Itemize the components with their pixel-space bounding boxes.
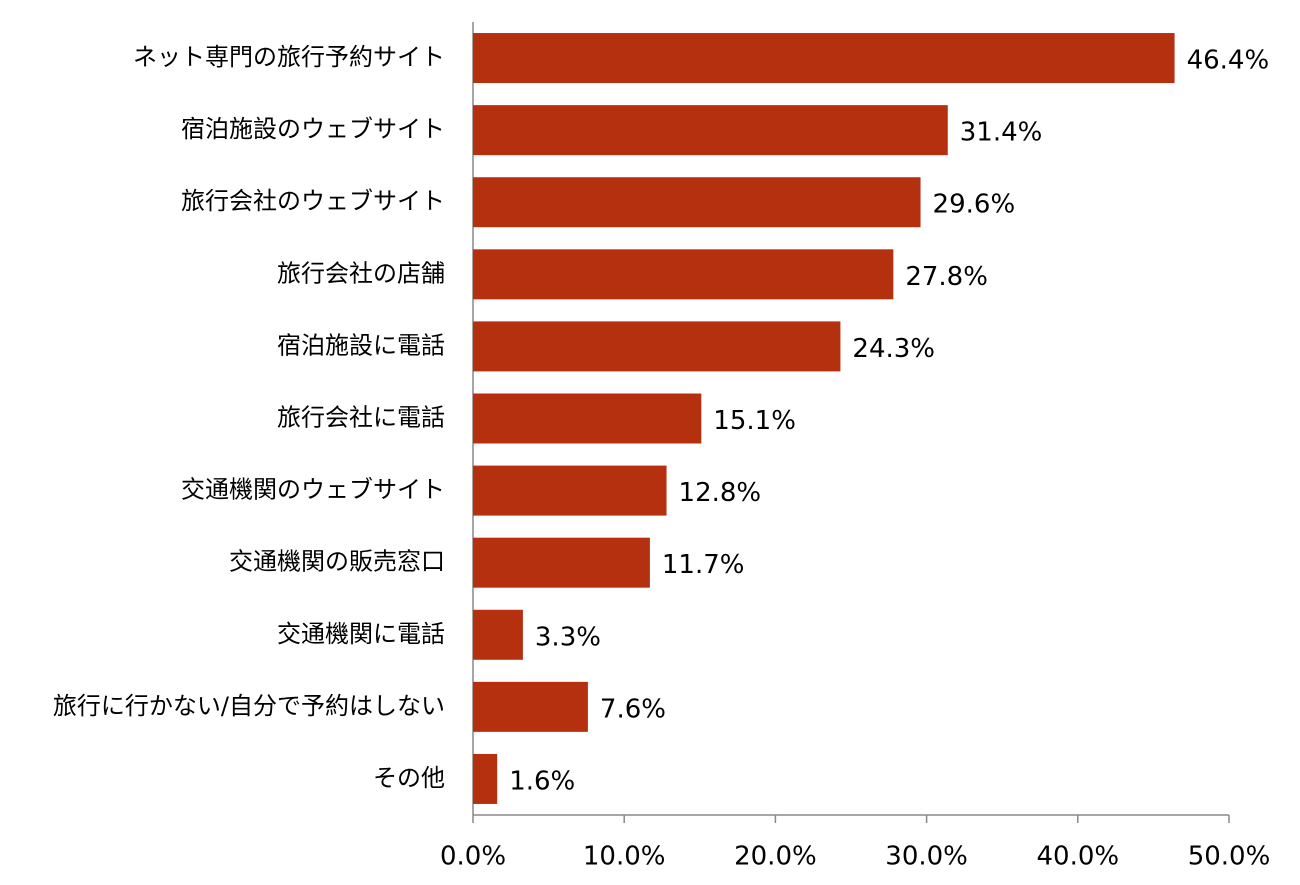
bar bbox=[473, 537, 650, 588]
bar bbox=[473, 33, 1175, 84]
value-label: 31.4% bbox=[960, 118, 1043, 148]
category-label: 交通機関に電話 bbox=[277, 620, 445, 648]
category-label: 宿泊施設に電話 bbox=[277, 331, 445, 359]
x-tick-label: 40.0% bbox=[1036, 842, 1119, 872]
category-label: 宿泊施設のウェブサイト bbox=[181, 115, 445, 143]
bar bbox=[473, 465, 667, 516]
bar bbox=[473, 753, 498, 804]
category-label: 交通機関のウェブサイト bbox=[181, 476, 445, 504]
bar bbox=[473, 681, 588, 732]
category-label: 旅行会社のウェブサイト bbox=[181, 187, 445, 215]
value-label: 1.6% bbox=[509, 766, 575, 796]
category-label: ネット専門の旅行予約サイト bbox=[133, 43, 445, 71]
value-label: 46.4% bbox=[1187, 46, 1270, 76]
bar bbox=[473, 105, 948, 156]
value-label: 7.6% bbox=[600, 694, 666, 724]
category-label: 旅行会社に電話 bbox=[277, 404, 445, 432]
bar bbox=[473, 321, 841, 372]
x-tick-label: 0.0% bbox=[440, 842, 506, 872]
bar bbox=[473, 249, 894, 300]
value-label: 3.3% bbox=[535, 622, 601, 652]
value-label: 27.8% bbox=[905, 262, 988, 292]
value-label: 24.3% bbox=[852, 334, 935, 364]
category-label: 旅行に行かない/自分で予約はしない bbox=[53, 692, 445, 720]
value-label: 15.1% bbox=[713, 406, 796, 436]
x-tick-label: 30.0% bbox=[885, 842, 968, 872]
bar bbox=[473, 609, 523, 660]
value-label: 12.8% bbox=[679, 478, 762, 508]
category-label: その他 bbox=[373, 764, 445, 792]
x-tick-label: 50.0% bbox=[1188, 842, 1271, 872]
value-label: 29.6% bbox=[933, 190, 1016, 220]
category-label: 交通機関の販売窓口 bbox=[229, 548, 445, 576]
category-label: 旅行会社の店舗 bbox=[277, 259, 445, 287]
value-label: 11.7% bbox=[662, 550, 745, 580]
bar bbox=[473, 177, 921, 228]
bar bbox=[473, 393, 702, 444]
x-tick-label: 10.0% bbox=[583, 842, 666, 872]
x-tick-label: 20.0% bbox=[734, 842, 817, 872]
